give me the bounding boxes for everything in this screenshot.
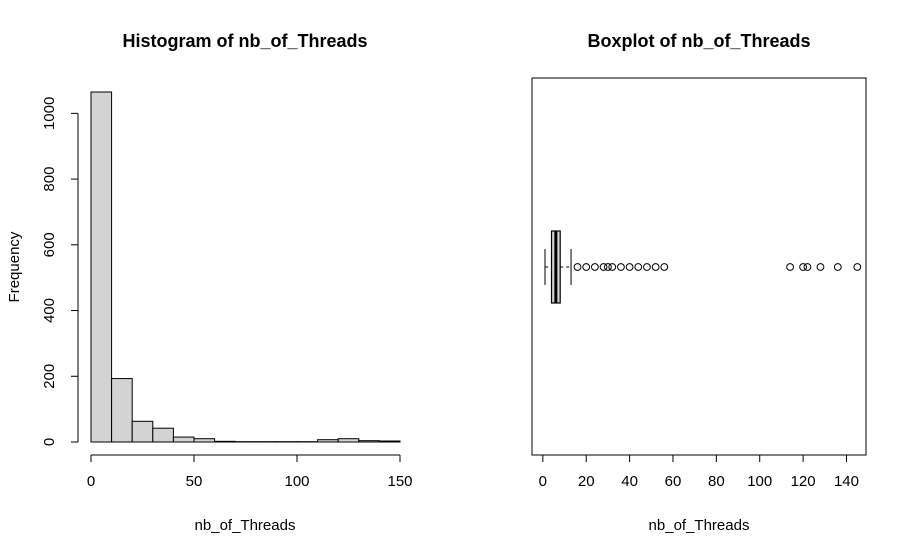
boxplot-body (544, 230, 572, 304)
boxplot-outlier (660, 263, 669, 271)
histogram-y-ticks: 0 200 400 600 800 1000 (41, 97, 78, 446)
x-tick-label: 60 (665, 473, 682, 490)
histogram-bar (193, 438, 216, 443)
x-tick-label: 120 (791, 473, 816, 490)
y-tick-label: 200 (41, 364, 58, 389)
x-tick-label: 0 (539, 473, 547, 490)
histogram-bar (358, 440, 380, 443)
histogram-y-label: Frequency (6, 231, 23, 302)
boxplot-outlier (853, 263, 862, 271)
boxplot-outlier (608, 263, 617, 271)
histogram-bar (152, 427, 174, 443)
y-tick-label: 600 (41, 232, 58, 257)
x-tick-label: 150 (387, 473, 412, 490)
boxplot-outlier (634, 263, 643, 271)
boxplot-outlier (816, 263, 825, 271)
y-tick-label: 800 (41, 167, 58, 192)
boxplot-outlier (803, 263, 812, 271)
histogram-bar (214, 440, 236, 443)
x-tick-label: 140 (834, 473, 859, 490)
histogram-x-ticks: 0 50 100 150 (87, 455, 413, 490)
boxplot-outlier (599, 263, 608, 271)
x-tick-label: 80 (708, 473, 725, 490)
boxplot-outlier (786, 263, 794, 271)
histogram-bar (90, 91, 113, 443)
boxplot-outlier (833, 263, 842, 271)
histogram-bar (111, 378, 133, 443)
y-tick-label: 1000 (41, 97, 58, 130)
boxplot-outlier (582, 263, 591, 271)
boxplot-outlier (651, 263, 660, 271)
histogram-bar (172, 436, 195, 443)
histogram-bar (337, 438, 360, 443)
boxplot-outlier (604, 263, 612, 271)
y-tick-label: 400 (41, 298, 58, 323)
histogram-bar (317, 439, 339, 443)
x-tick-label: 100 (284, 473, 309, 490)
histogram-panel: Histogram of nb_of_Threads nb_of_Threads… (6, 31, 413, 534)
boxplot-outlier (643, 263, 651, 271)
x-tick-label: 50 (186, 473, 203, 490)
x-tick-label: 20 (578, 473, 595, 490)
histogram-bars (90, 91, 401, 443)
boxplot-outlier (799, 263, 808, 271)
y-tick-label: 0 (41, 438, 58, 446)
boxplot-x-label: nb_of_Threads (649, 517, 750, 534)
histogram-x-label: nb_of_Threads (195, 517, 296, 534)
boxplot-panel: Boxplot of nb_of_Threads nb_of_Threads 0… (531, 31, 867, 534)
x-tick-label: 40 (621, 473, 638, 490)
histogram-title: Histogram of nb_of_Threads (122, 31, 367, 51)
histogram-bar (378, 440, 401, 443)
boxplot-outlier (617, 263, 625, 271)
boxplot-title: Boxplot of nb_of_Threads (587, 31, 810, 51)
boxplot-x-ticks: 0 20 40 60 80 100 120 140 (539, 455, 859, 490)
boxplot-outlier (590, 263, 599, 271)
boxplot-outlier (573, 263, 582, 271)
histogram-bar (131, 420, 154, 443)
x-tick-label: 100 (747, 473, 772, 490)
boxplot-outliers (573, 263, 862, 271)
boxplot-outlier (625, 263, 634, 271)
boxplot-frame (531, 77, 867, 456)
x-tick-label: 0 (87, 473, 95, 490)
